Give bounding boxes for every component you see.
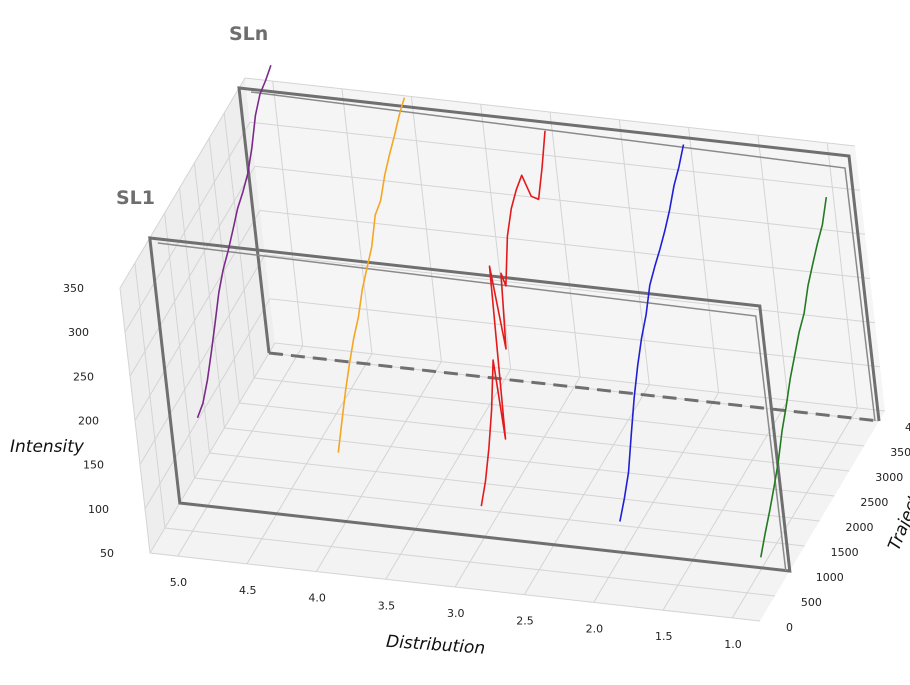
slice-frames [148, 86, 881, 573]
z-tick-label: 200 [78, 415, 99, 428]
x-tick-label: 2.0 [586, 623, 604, 636]
grid-line-intensity [134, 209, 871, 421]
series-line-blue [619, 144, 685, 522]
y-tick-label: 1000 [816, 571, 844, 584]
y-tick-label: 2500 [860, 496, 888, 509]
x-tick-label: 4.5 [239, 584, 257, 597]
grid-line-intensity [129, 165, 866, 377]
slice-frame-first [148, 236, 792, 573]
tick-labels: 5.0 4.5 4.0 3.5 3.0 2.5 2.0 1.5 1.0 0 500 1000 1500 2… [63, 282, 910, 651]
z-tick-label: 150 [83, 459, 104, 472]
grid-line-intensity [139, 254, 876, 465]
grid-line-intensity [124, 121, 861, 333]
grid-line-intensity [149, 342, 886, 554]
y-tick-label: 2000 [846, 521, 874, 534]
series-line-green [760, 196, 828, 558]
x-tick-label: 2.5 [516, 615, 534, 628]
z-tick-label: 100 [88, 503, 109, 516]
slice-label-last: SLn [229, 23, 268, 45]
y-tick-label: 1500 [831, 546, 859, 559]
x-tick-label: 3.0 [447, 607, 465, 620]
y-tick-label: 3500 [890, 446, 910, 459]
x-tick-label: 3.5 [378, 599, 396, 612]
series-line-red [480, 130, 546, 507]
x-tick-label: 1.5 [655, 630, 673, 643]
x-tick-label: 4.0 [308, 592, 326, 605]
y-tick-label: 500 [801, 596, 822, 609]
grid-line-intensity [119, 77, 856, 289]
slice-frame-last-dashed-base [268, 351, 880, 423]
series-line-purple [196, 64, 272, 419]
slice-frame-last [237, 86, 881, 422]
z-tick-label: 300 [68, 326, 89, 339]
grid-line-intensity [144, 298, 881, 510]
x-tick-label: 5.0 [170, 576, 188, 589]
z-axis-label: Intensity [10, 437, 85, 457]
series-group [196, 64, 828, 558]
y-tick-label: 0 [786, 621, 793, 634]
slice-label-first: SL1 [116, 187, 155, 209]
y-tick-label: 4000 [905, 421, 910, 434]
x-axis-label: Distribution [385, 632, 485, 659]
series-line-orange [337, 97, 406, 453]
slice-frame-last-inner [250, 91, 876, 422]
y-tick-label: 3000 [875, 471, 903, 484]
z-tick-label: 350 [63, 282, 84, 295]
x-tick-label: 1.0 [724, 638, 742, 651]
z-tick-label: 250 [73, 370, 94, 383]
grid-lines [119, 77, 886, 622]
z-tick-label: 50 [100, 547, 114, 560]
slice-frame-first-inner [157, 242, 787, 572]
